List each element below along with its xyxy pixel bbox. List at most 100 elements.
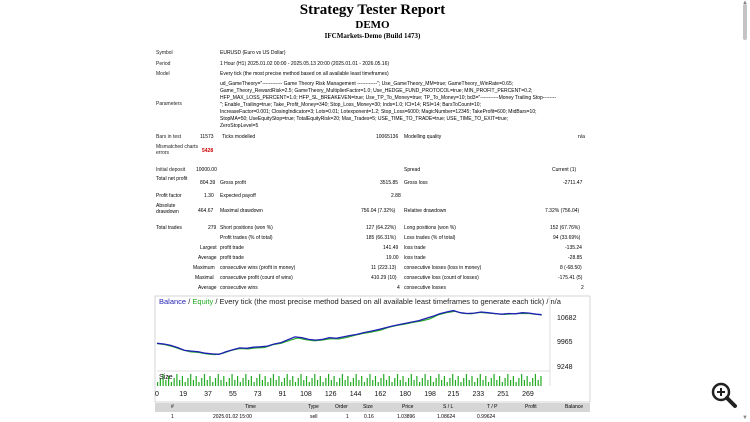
size-bar xyxy=(278,376,280,386)
size-bar xyxy=(267,382,269,386)
long-label: Long positions (won %) xyxy=(404,225,456,231)
size-bar xyxy=(441,380,443,386)
size-bar xyxy=(217,374,219,386)
size-bar xyxy=(176,374,178,386)
size-bar xyxy=(352,378,355,386)
max-losses-value: 8 (-68.50) xyxy=(560,265,582,271)
report-title: Strategy Tester Report xyxy=(299,2,446,18)
y-tick-label: 9248 xyxy=(557,364,573,371)
max-wins-value: 11 (223.13) xyxy=(371,265,397,271)
size-bar xyxy=(286,374,288,386)
size-bar xyxy=(159,378,161,386)
size-bar xyxy=(419,382,421,386)
size-bar xyxy=(333,376,335,386)
param-line: HFP_MAX_LOSS_PERCENT=1.0; HFP_SL_BREAKEV… xyxy=(220,95,557,101)
size-label: Size xyxy=(159,374,173,381)
size-bar xyxy=(242,378,244,386)
size-bar xyxy=(162,374,164,386)
x-tick-label: 269 xyxy=(522,391,534,398)
symbol-value: EURUSD (Euro vs US Dollar) xyxy=(220,50,286,56)
x-tick-label: 55 xyxy=(229,391,237,398)
size-bar xyxy=(457,376,459,386)
col-balance: Balance xyxy=(565,404,584,410)
ticks-value: 10065136 xyxy=(376,134,399,140)
size-bar xyxy=(358,380,360,386)
size-bar xyxy=(363,382,366,386)
size-bar xyxy=(289,380,291,386)
size-bar xyxy=(344,380,346,386)
col-order: Order xyxy=(335,404,348,410)
size-bar xyxy=(526,376,528,386)
cell-time: 2025.01.02 15:00 xyxy=(213,414,252,420)
cell-tp: 0.99624 xyxy=(477,414,496,420)
size-bar xyxy=(325,378,327,386)
size-bar xyxy=(245,374,247,386)
size-bar xyxy=(416,376,418,386)
chart-title-sep: / xyxy=(188,297,191,306)
size-bar xyxy=(350,382,352,386)
avg-consec-wins-label: consecutive wins xyxy=(220,285,258,291)
largest-label: Largest xyxy=(200,245,217,251)
size-bar xyxy=(443,376,446,386)
size-bar xyxy=(300,374,302,386)
scroll-up-arrow-icon[interactable]: ▲ xyxy=(742,0,748,6)
size-bar xyxy=(187,378,189,386)
vertical-scrollbar[interactable] xyxy=(743,4,747,40)
size-bar xyxy=(388,376,390,386)
size-bar xyxy=(311,378,313,386)
avg-profit-label: profit trade xyxy=(220,255,244,261)
x-tick-label: 108 xyxy=(300,391,312,398)
size-bar xyxy=(220,380,222,386)
size-bar xyxy=(410,374,412,386)
x-tick-label: 198 xyxy=(424,391,436,398)
average-consec-label: Average xyxy=(198,285,217,291)
chart-title-equity: Equity xyxy=(192,297,214,306)
largest-loss-value: -135.24 xyxy=(565,245,582,251)
chart-title: Balance / Equity / Every tick (the most … xyxy=(159,297,561,306)
short-label: Short positions (won %) xyxy=(220,225,273,231)
col-time: Time xyxy=(245,404,256,410)
size-bar xyxy=(377,382,379,386)
x-tick-label: 215 xyxy=(448,391,460,398)
size-bar xyxy=(206,380,208,386)
deposit-value: 10000.00 xyxy=(196,167,217,173)
size-bar xyxy=(234,380,236,386)
table-row: 1 2025.01.02 15:00 sell 1 0.16 1.03896 1… xyxy=(155,413,590,422)
size-bar xyxy=(248,380,250,386)
size-bar xyxy=(195,376,197,386)
profit-factor-value: 1.30 xyxy=(204,193,214,199)
size-bar xyxy=(168,376,170,386)
size-bar xyxy=(504,378,506,386)
avg-loss-label: loss trade xyxy=(404,255,426,261)
size-bar xyxy=(270,378,272,386)
period-value: 1 Hour (H1) 2025.01.02 00:00 - 2025.05.1… xyxy=(220,61,390,67)
rel-drawdown-value: 7.32% (756.04) xyxy=(545,208,580,214)
size-bar xyxy=(490,378,492,386)
size-bar xyxy=(438,374,440,386)
size-bar xyxy=(236,376,239,386)
col-type: Type xyxy=(308,404,319,410)
size-bar xyxy=(407,378,410,386)
max-wins-label: consecutive wins (profit in money) xyxy=(220,265,296,271)
size-bar xyxy=(170,382,172,386)
size-bar xyxy=(214,378,217,386)
symbol-label: Symbol xyxy=(156,50,173,56)
size-bar xyxy=(283,378,286,386)
gross-loss-value: -2711.47 xyxy=(563,180,583,186)
size-bar xyxy=(250,376,252,386)
avg-profit-value: 19.00 xyxy=(386,255,399,261)
maximal-label: Maximal xyxy=(195,275,214,281)
size-bar xyxy=(179,380,181,386)
cell-order: 1 xyxy=(346,414,349,420)
x-tick-label: 0 xyxy=(155,391,159,398)
size-bar xyxy=(540,376,542,386)
cell-size: 0.16 xyxy=(364,414,374,420)
scroll-down-arrow-icon[interactable]: ▼ xyxy=(742,415,748,421)
gross-profit-value: 3515.85 xyxy=(380,180,399,186)
magnifier-plus-icon[interactable] xyxy=(710,381,738,409)
size-bar xyxy=(460,382,462,386)
size-bar xyxy=(372,380,374,386)
size-bar xyxy=(203,374,206,386)
size-bar xyxy=(190,374,192,386)
x-tick-label: 37 xyxy=(204,391,212,398)
